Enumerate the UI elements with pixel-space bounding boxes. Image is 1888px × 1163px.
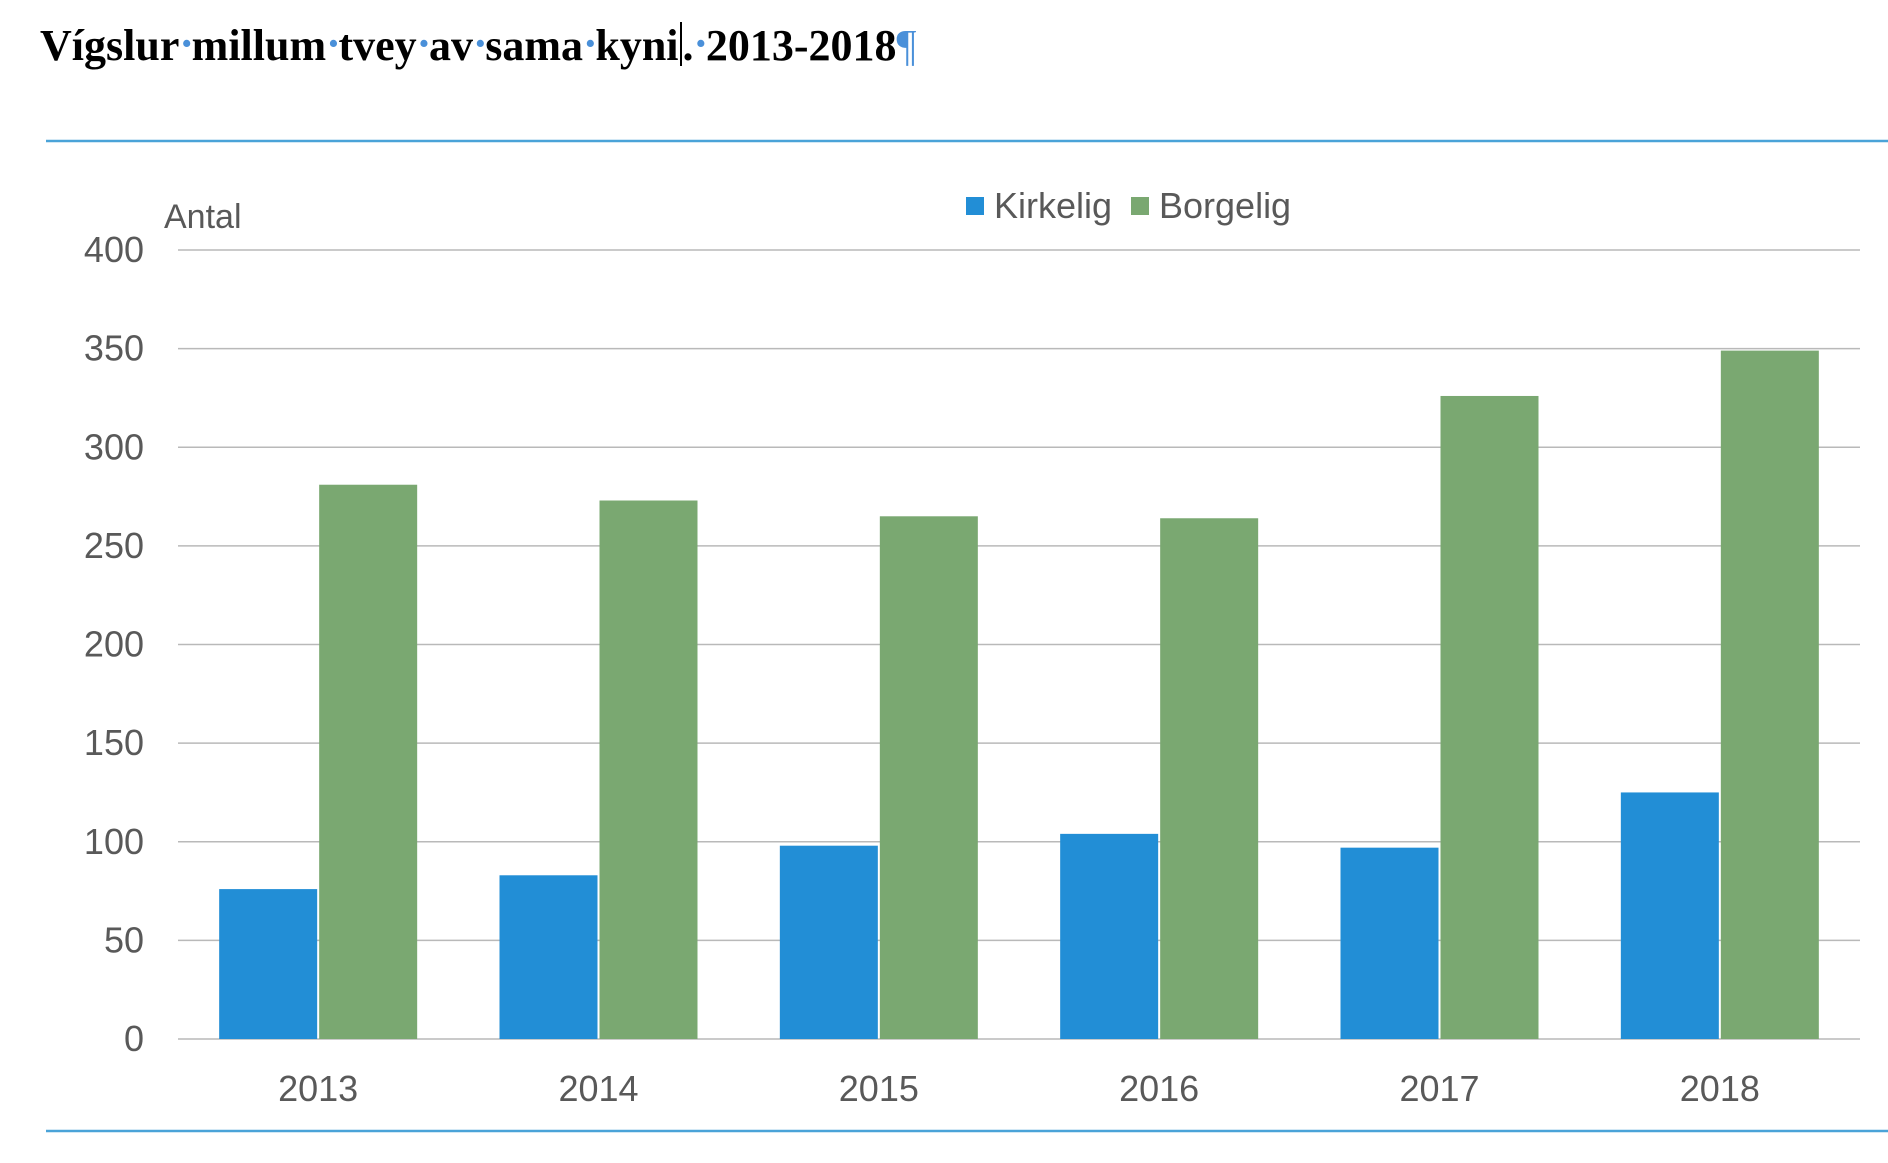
y-tick-label: 250 [84,525,144,566]
heading-word: sama [485,21,584,70]
legend: Kirkelig Borgelig [966,185,1291,226]
heading-word: . [682,21,694,70]
bars [219,350,1819,1040]
gridlines [178,249,1860,1040]
space-mark: · [416,18,432,68]
bar-kirkelig-2016 [1060,833,1159,1039]
x-tick-label: 2015 [839,1068,919,1109]
y-tick-label: 350 [84,328,144,369]
bar-borgelig-2014 [599,500,698,1039]
heading-word: kyni [595,21,679,70]
y-axis-label: Antal [164,198,242,236]
legend-swatch-kirkelig [966,197,984,215]
y-tick-label: 300 [84,426,144,467]
space-mark: · [472,18,488,68]
legend-swatch-borgelig [1131,197,1149,215]
bar-kirkelig-2015 [779,845,878,1039]
heading-word: tvey [338,21,417,70]
y-tick-label: 50 [104,919,144,960]
legend-label-kirkelig: Kirkelig [994,185,1112,226]
x-tick-label: 2013 [278,1068,358,1109]
x-tick-label: 2014 [558,1068,638,1109]
bar-kirkelig-2013 [219,889,318,1039]
bar-borgelig-2018 [1720,350,1819,1039]
bar-borgelig-2013 [319,484,418,1039]
x-axis-ticks: 2013 2014 2015 2016 2017 2018 [278,1068,1760,1109]
y-axis-ticks: 0 50 100 150 200 250 300 350 400 [84,229,144,1059]
document-heading[interactable]: Vígslur·millum·tvey·av·sama·kyni.·2013-2… [40,18,916,74]
heading-word: av [428,21,473,70]
bar-kirkelig-2017 [1340,847,1439,1039]
x-tick-label: 2018 [1680,1068,1760,1109]
paragraph-mark: ¶ [896,21,917,70]
text-cursor [679,22,682,66]
space-mark: · [179,18,195,68]
bar-kirkelig-2014 [499,875,598,1039]
y-tick-label: 100 [84,821,144,862]
y-tick-label: 150 [84,722,144,763]
heading-word: millum [191,21,327,70]
bar-kirkelig-2018 [1620,792,1719,1039]
x-tick-label: 2016 [1119,1068,1199,1109]
y-tick-label: 400 [84,229,144,270]
space-mark: · [583,18,598,68]
heading-word: 2013-2018 [705,21,897,70]
bar-borgelig-2016 [1160,518,1259,1039]
bar-borgelig-2017 [1440,395,1539,1040]
space-mark: · [326,18,341,68]
bar-borgelig-2015 [879,516,978,1039]
space-mark: · [693,18,709,68]
y-tick-label: 0 [124,1018,144,1059]
y-tick-label: 200 [84,624,144,665]
x-tick-label: 2017 [1399,1068,1479,1109]
heading-word: Vígslur [40,21,180,70]
legend-label-borgelig: Borgelig [1159,185,1291,226]
